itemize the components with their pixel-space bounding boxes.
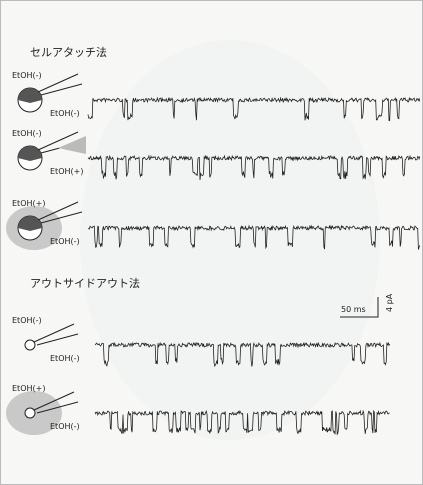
label: EtOH(+) [12, 384, 45, 393]
label: EtOH(-) [50, 354, 80, 363]
label: EtOH(-) [12, 316, 42, 325]
label: EtOH(+) [50, 167, 83, 176]
section-title: セルアタッチ法 [30, 45, 107, 59]
patch [25, 408, 35, 418]
label: EtOH(+) [12, 199, 45, 208]
label: EtOH(-) [50, 237, 80, 246]
label: EtOH(-) [50, 422, 80, 431]
figure: セルアタッチ法 アウトサイドアウト法 50 ms 4 pA EtOH(-) EtO… [0, 0, 423, 485]
patch [25, 340, 35, 350]
label: EtOH(-) [50, 109, 80, 118]
section-title: アウトサイドアウト法 [30, 276, 140, 290]
scale-current: 4 pA [385, 293, 394, 312]
label: EtOH(-) [12, 71, 42, 80]
label: EtOH(-) [12, 129, 42, 138]
scale-time: 50 ms [341, 305, 366, 314]
